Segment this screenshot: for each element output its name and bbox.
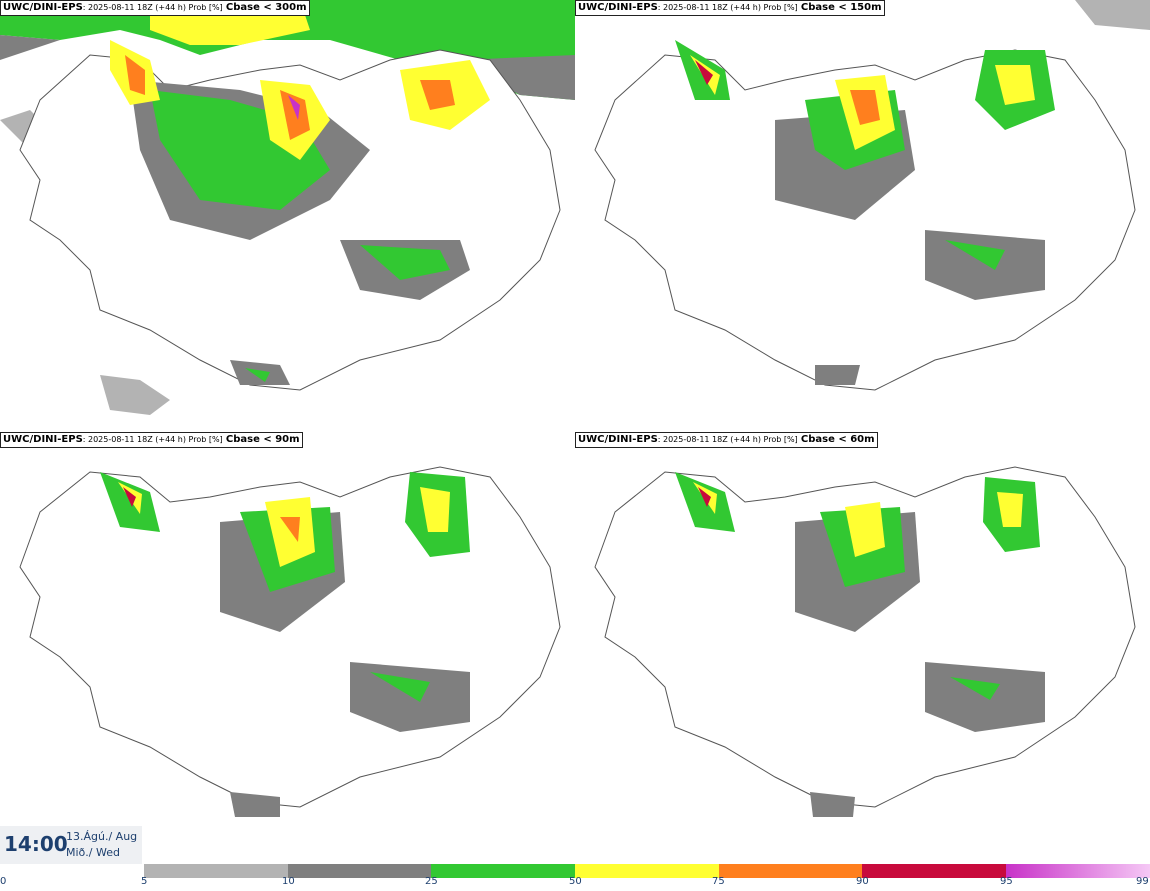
panel-title: UWC/DINI-EPS: 2025-08-11 18Z (+44 h) Pro… <box>575 432 878 448</box>
colorbar-tick: 90 <box>856 876 869 887</box>
colorbar-tick: 25 <box>425 876 438 887</box>
colorbar-tick: 75 <box>712 876 725 887</box>
valid-time: 14:00 <box>4 832 68 856</box>
field-label: Cbase < 60m <box>800 434 875 445</box>
colorbar-segment <box>288 864 431 878</box>
field-label: Cbase < 90m <box>225 434 300 445</box>
field-label: Cbase < 300m <box>225 2 307 13</box>
colorbar-tick: 99 <box>1136 876 1149 887</box>
run-info: : 2025-08-11 18Z (+44 h) Prob [%] <box>82 3 223 12</box>
colorbar-segment <box>719 864 862 878</box>
iceland-map-150m <box>594 0 1150 391</box>
colorbar-tick: 5 <box>141 876 148 887</box>
panel-title: UWC/DINI-EPS: 2025-08-11 18Z (+44 h) Pro… <box>0 0 310 16</box>
model-name: UWC/DINI-EPS <box>3 434 83 445</box>
colorbar-segment <box>1006 864 1150 878</box>
colorbar-segment <box>575 864 719 878</box>
colorbar-tick: 95 <box>1000 876 1013 887</box>
colorbar-segment <box>144 864 288 878</box>
colorbar-tick: 50 <box>569 876 582 887</box>
coastline <box>594 49 1136 391</box>
iceland-map-90m <box>19 466 561 817</box>
colorbar-segment <box>862 864 1006 878</box>
colorbar-segment <box>431 864 575 878</box>
model-name: UWC/DINI-EPS <box>578 434 658 445</box>
map-panel-cbase-300m: UWC/DINI-EPS: 2025-08-11 18Z (+44 h) Pro… <box>0 0 575 432</box>
iceland-map-60m <box>594 466 1136 817</box>
field-label: Cbase < 150m <box>800 2 882 13</box>
panel-title: UWC/DINI-EPS: 2025-08-11 18Z (+44 h) Pro… <box>575 0 885 16</box>
map-panel-cbase-150m: UWC/DINI-EPS: 2025-08-11 18Z (+44 h) Pro… <box>575 0 1150 432</box>
model-name: UWC/DINI-EPS <box>578 2 658 13</box>
run-info: : 2025-08-11 18Z (+44 h) Prob [%] <box>82 435 223 444</box>
panel-title: UWC/DINI-EPS: 2025-08-11 18Z (+44 h) Pro… <box>0 432 303 448</box>
colorbar-tick: 0 <box>0 876 7 887</box>
run-info: : 2025-08-11 18Z (+44 h) Prob [%] <box>657 3 798 12</box>
iceland-map-300m <box>0 0 575 415</box>
run-info: : 2025-08-11 18Z (+44 h) Prob [%] <box>657 435 798 444</box>
probability-colorbar <box>144 864 1150 878</box>
map-panel-cbase-60m: UWC/DINI-EPS: 2025-08-11 18Z (+44 h) Pro… <box>575 432 1150 864</box>
colorbar-tick: 10 <box>282 876 295 887</box>
map-panel-cbase-90m: UWC/DINI-EPS: 2025-08-11 18Z (+44 h) Pro… <box>0 432 575 864</box>
valid-time-box: 14:00 13.Ágú./ Aug Mið./ Wed <box>0 826 142 864</box>
model-name: UWC/DINI-EPS <box>3 2 83 13</box>
valid-weekday: Mið./ Wed <box>66 846 120 859</box>
valid-date: 13.Ágú./ Aug <box>66 830 138 843</box>
